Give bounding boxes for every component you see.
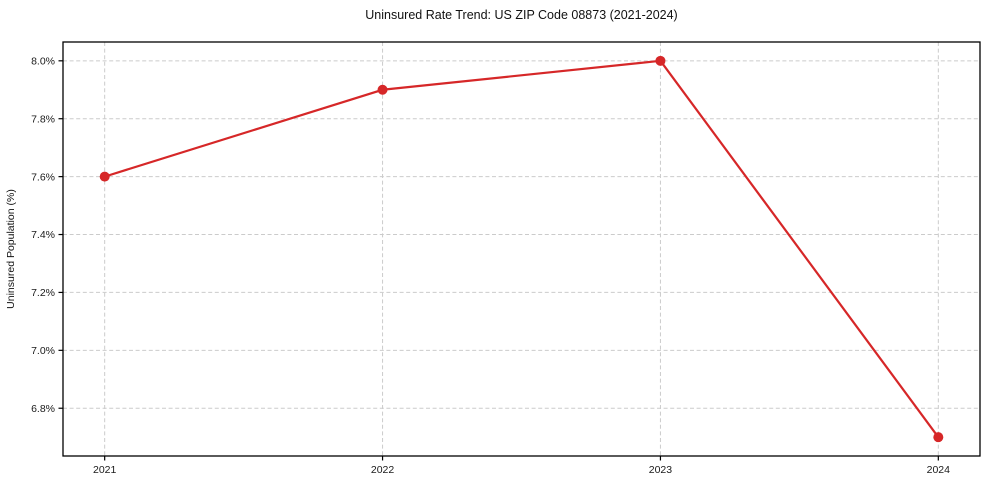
plot-background [63, 42, 980, 456]
trend-line [103, 59, 940, 439]
y-tick-label: 7.6% [31, 171, 55, 183]
y-tick-label: 7.4% [31, 229, 55, 241]
y-tick-label: 6.8% [31, 403, 55, 415]
plot-border [62, 41, 981, 457]
y-tick-label: 7.0% [31, 345, 55, 357]
y-tick-label: 7.8% [31, 113, 55, 125]
data-point [99, 171, 110, 182]
x-tick-label: 2021 [93, 464, 117, 476]
data-point [933, 432, 944, 443]
x-tick-label: 2023 [649, 464, 673, 476]
data-point [377, 84, 388, 95]
x-tick-label: 2022 [371, 464, 395, 476]
y-tick-label: 7.2% [31, 287, 55, 299]
x-tick-label: 2024 [927, 464, 951, 476]
y-tick-label: 8.0% [31, 56, 55, 68]
chart-title: Uninsured Rate Trend: US ZIP Code 08873 … [365, 8, 678, 22]
data-point [655, 55, 666, 66]
